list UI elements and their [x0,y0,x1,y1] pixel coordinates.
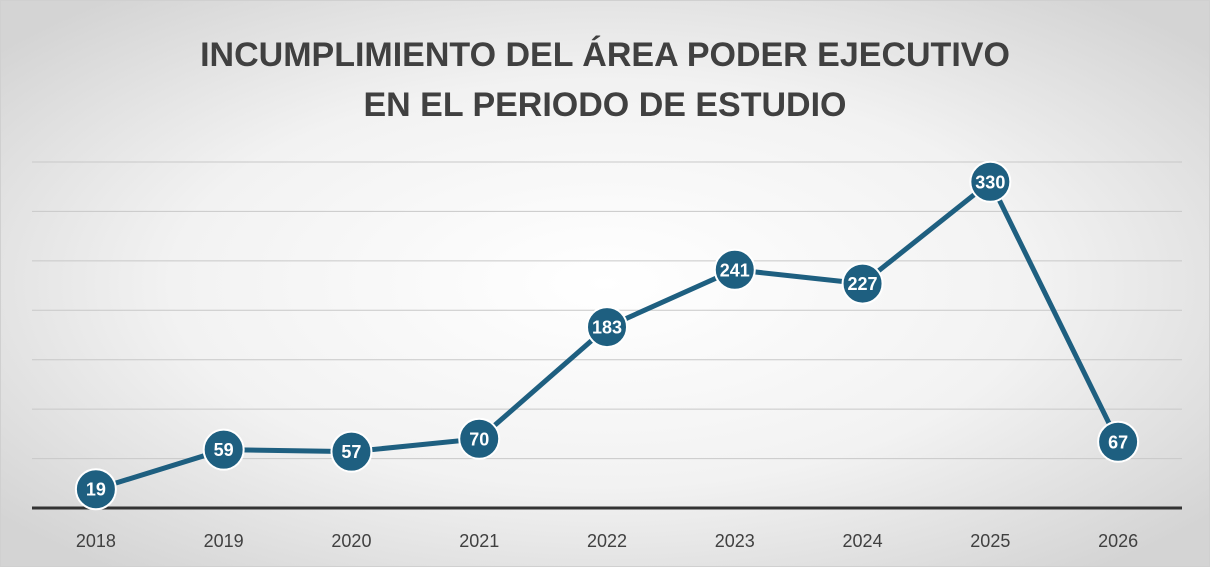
x-tick-label: 2018 [76,531,116,551]
x-tick-label: 2024 [843,531,883,551]
data-label: 183 [592,318,622,338]
marker [969,160,1012,203]
x-tick-label: 2021 [459,531,499,551]
data-label: 330 [975,172,1005,192]
marker [202,428,245,471]
x-tick-label: 2026 [1098,531,1138,551]
x-tick-label: 2022 [587,531,627,551]
marker [330,430,373,473]
marker [1097,420,1140,463]
data-label: 59 [214,440,234,460]
marker [586,306,628,349]
x-tick-label: 2020 [331,531,371,551]
x-tick-label: 2023 [715,531,755,551]
marker [713,248,756,291]
chart-title: INCUMPLIMIENTO DEL ÁREA PODER EJECUTIVO [200,36,1010,74]
x-tick-label: 2019 [204,531,244,551]
marker [841,262,884,305]
data-label: 67 [1108,432,1128,452]
marker [458,417,501,460]
x-tick-label: 2025 [970,531,1010,551]
data-label: 57 [341,442,361,462]
data-label: 241 [720,260,750,280]
data-label: 19 [86,480,106,500]
chart-title: EN EL PERIODO DE ESTUDIO [363,86,846,124]
data-label: 70 [469,429,489,449]
data-label: 227 [848,274,878,294]
marker [74,468,117,511]
